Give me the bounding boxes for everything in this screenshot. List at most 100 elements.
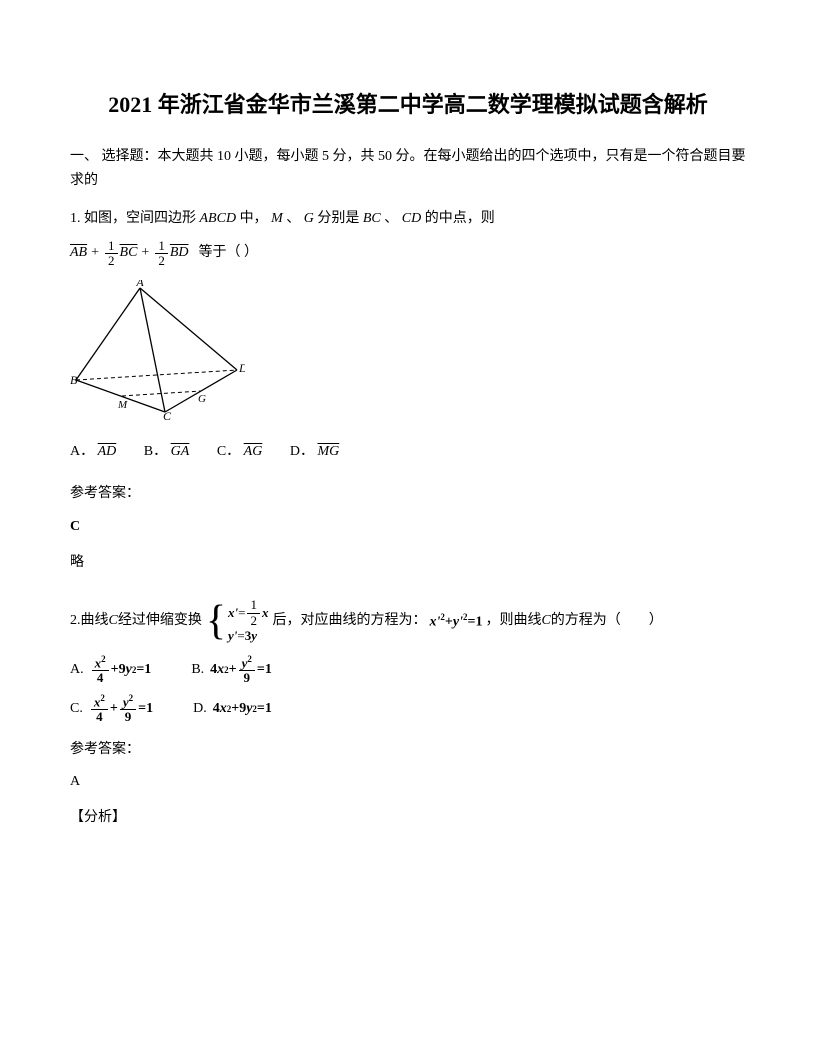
c-sup2: 2	[129, 693, 134, 703]
q2-a-eq: x2 4 + 9 y2 =1	[90, 655, 152, 686]
frac-num-2: 1	[155, 239, 168, 254]
a-sup: 2	[101, 654, 106, 664]
q1-part4: 的中点，则	[425, 211, 495, 226]
q2-result-eq: x'2+y'2=1	[429, 610, 482, 634]
c-den1: 4	[93, 710, 106, 724]
d-plus: +	[231, 698, 239, 720]
q1-part2: 中，	[240, 211, 268, 226]
b-den: 9	[241, 671, 254, 685]
frac-den-1: 2	[105, 254, 118, 268]
q1-diagram: A B C D M G	[70, 280, 746, 428]
q2-opt-a: A. x2 4 + 9 y2 =1	[70, 655, 151, 686]
section-header: 一、 选择题：本大题共 10 小题，每小题 5 分，共 50 分。在每小题给出的…	[70, 145, 746, 193]
opt-d-vec: MG	[317, 441, 339, 463]
eq1-num: 1	[247, 598, 260, 613]
c-den2: 9	[122, 710, 135, 724]
eq2-lhs: y'	[228, 628, 237, 645]
res-x: x'	[429, 614, 440, 629]
eq-row-1: x' = 1 2 x	[228, 598, 268, 628]
opt-b-label: B．	[144, 444, 167, 459]
label-m: M	[117, 399, 128, 411]
q2-opt-d: D. 4 x2 + 9 y2 =1	[193, 698, 272, 720]
q2-c-label: C.	[70, 698, 83, 720]
b-frac: y2 9	[239, 655, 255, 686]
b-x: x	[217, 659, 224, 681]
res-plus: +	[445, 614, 453, 629]
q2-b-label: B.	[191, 659, 204, 681]
opt-d-label: D．	[290, 444, 314, 459]
frac-half-1: 1 2	[105, 239, 118, 269]
b-sup2: 2	[247, 654, 252, 664]
opt-c-label: C．	[217, 444, 240, 459]
b-rhs: =1	[257, 659, 272, 681]
tetrahedron-diagram: A B C D M G	[70, 280, 245, 420]
b-num: y2	[239, 655, 255, 672]
a-rhs: =1	[136, 659, 151, 681]
q1-opt-d: D． MG	[290, 441, 339, 463]
q2-part1: 曲线	[81, 610, 109, 632]
q1-opt-b: B． GA	[144, 441, 190, 463]
frac-den-2: 2	[155, 254, 168, 268]
a-den: 4	[94, 671, 107, 685]
question-1: 1. 如图，空间四边形 ABCD 中， M 、 G 分别是 BC 、 CD 的中…	[70, 208, 746, 574]
q2-d-eq: 4 x2 + 9 y2 =1	[213, 698, 272, 720]
q1-shape: ABCD	[200, 211, 237, 226]
q1-answer: C	[70, 516, 746, 538]
label-g: G	[198, 393, 206, 405]
frac-half-2: 1 2	[155, 239, 168, 269]
q2-opt-row-2: C. x2 4 + y2 9 =1 D. 4	[70, 694, 746, 725]
eq-row-2: y' = 3 y	[228, 628, 268, 645]
opt-a-label: A．	[70, 444, 94, 459]
q1-part1: 如图，空间四边形	[84, 211, 196, 226]
q2-c-eq: x2 4 + y2 9 =1	[89, 694, 153, 725]
vec-ab: AB	[70, 242, 87, 264]
a-coef: 9	[119, 659, 126, 681]
page-title: 2021 年浙江省金华市兰溪第二中学高二数学理模拟试题含解析	[70, 90, 746, 121]
q2-opt-b: B. 4 x2 + y2 9 =1	[191, 655, 272, 686]
q2-number: 2.	[70, 610, 81, 632]
q2-answer: A	[70, 771, 746, 793]
q1-formula: AB + 1 2 BC + 1 2 BD 等于（ ）	[70, 239, 746, 269]
q1-sep2: 、	[384, 211, 398, 226]
frac-num-1: 1	[105, 239, 118, 254]
q2-part3: 后，对应曲线的方程为：	[272, 610, 426, 632]
eq2-rhs: y	[251, 628, 257, 645]
c-frac2: y2 9	[120, 694, 136, 725]
q2-analysis: 【分析】	[70, 807, 746, 829]
label-c: C	[163, 409, 172, 420]
res-y: y'	[453, 614, 463, 629]
c-plus: +	[110, 698, 118, 720]
vec-bd: BD	[170, 242, 189, 264]
q2-curve: C	[109, 610, 118, 632]
plus-1: +	[91, 242, 99, 264]
q1-options: A． AD B． GA C． AG D． MG	[70, 441, 746, 463]
plus-2: +	[141, 242, 149, 264]
eq1-lhs: x'	[228, 605, 238, 622]
c-num2: y2	[120, 694, 136, 711]
brace-icon: {	[206, 603, 226, 641]
a-num: x2	[92, 655, 109, 672]
q2-a-label: A.	[70, 659, 84, 681]
q2-options: A. x2 4 + 9 y2 =1 B. 4 x2 +	[70, 655, 746, 725]
c-sup1: 2	[100, 693, 105, 703]
eq2-eq: =	[237, 628, 244, 645]
c-rhs: =1	[138, 698, 153, 720]
q2-curve2: C	[541, 610, 550, 632]
q2-opt-c: C. x2 4 + y2 9 =1	[70, 694, 153, 725]
eq1-den: 2	[247, 614, 260, 628]
q2-text: 2. 曲线 C 经过伸缩变换 { x' = 1 2 x y' = 3	[70, 598, 746, 644]
c-frac1: x2 4	[91, 694, 108, 725]
q2-b-eq: 4 x2 + y2 9 =1	[210, 655, 272, 686]
q1-seg2: CD	[402, 211, 421, 226]
q2-opt-row-1: A. x2 4 + 9 y2 =1 B. 4 x2 +	[70, 655, 746, 686]
q1-answer-label: 参考答案：	[70, 483, 746, 505]
d-rhs: =1	[257, 698, 272, 720]
q1-opt-a: A． AD	[70, 441, 116, 463]
eq1-frac: 1 2	[247, 598, 260, 628]
eq1-eq: =	[238, 605, 245, 622]
q1-brief: 略	[70, 552, 746, 574]
q1-part3: 分别是	[317, 211, 359, 226]
q1-sep1: 、	[286, 211, 300, 226]
q2-part4: ，则曲线	[485, 610, 541, 632]
d-x: x	[220, 698, 227, 720]
